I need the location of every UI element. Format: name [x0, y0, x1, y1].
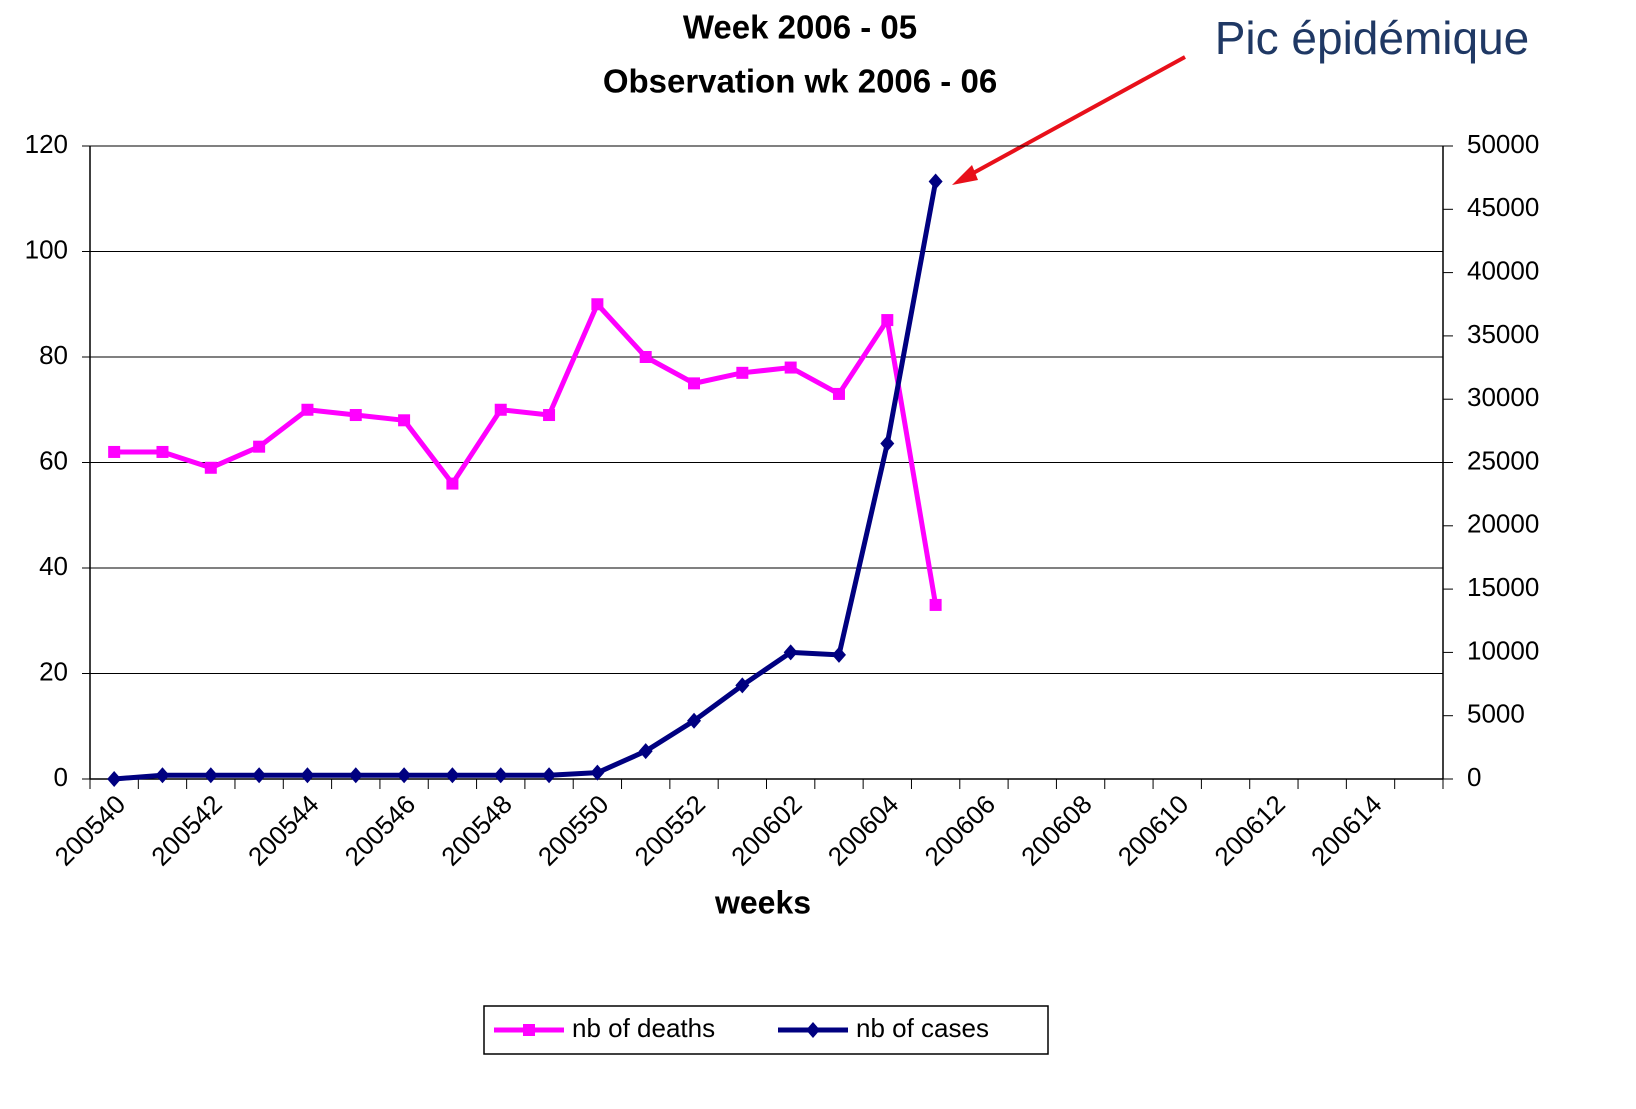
y-tick-label: 0: [54, 762, 68, 792]
legend-marker: [806, 1022, 820, 1038]
y2-tick-label: 50000: [1467, 129, 1539, 159]
y2-tick-label: 45000: [1467, 192, 1539, 222]
data-point: [108, 445, 121, 458]
chart-title: Week 2006 - 05: [683, 9, 917, 46]
data-point: [639, 351, 652, 363]
data-point: [348, 767, 363, 784]
y-tick-label: 60: [39, 445, 68, 475]
data-point: [349, 409, 362, 422]
annotation-arrowhead: [952, 165, 978, 185]
y2-tick-label: 35000: [1467, 319, 1539, 349]
data-point: [107, 771, 122, 787]
y-tick-label: 120: [25, 129, 68, 159]
data-point: [445, 767, 460, 784]
annotation: Pic épidémique: [1215, 12, 1530, 64]
x-tick-label: 200548: [435, 789, 518, 872]
legend-box: [483, 1005, 1049, 1055]
data-point: [591, 298, 604, 311]
annotation-arrow: [965, 55, 1186, 179]
x-tick-label: 200546: [339, 789, 422, 872]
data-point: [783, 644, 798, 661]
series-line: [113, 180, 939, 782]
y-tick-label: 40: [39, 551, 68, 581]
y2-tick-label: 5000: [1467, 699, 1525, 729]
x-tick-label: 200606: [918, 789, 1001, 872]
y2-tick-label: 30000: [1467, 382, 1539, 412]
chart-subtitle: Observation wk 2006 - 06: [603, 63, 997, 100]
y2-tick-label: 0: [1467, 762, 1481, 792]
x-tick-label: 200552: [629, 789, 712, 872]
x-tick-label: 200604: [822, 789, 905, 872]
data-point: [543, 409, 556, 422]
legend-marker: [523, 1024, 535, 1036]
data-point: [638, 743, 653, 760]
y2-tick-label: 40000: [1467, 255, 1539, 285]
data-point: [542, 767, 557, 784]
legend-label: nb of deaths: [572, 1013, 715, 1043]
legend-label: nb of cases: [856, 1013, 989, 1043]
data-point: [301, 403, 314, 416]
data-point: [156, 445, 169, 458]
x-tick-label: 200542: [145, 789, 228, 872]
y2-tick-label: 10000: [1467, 635, 1539, 665]
data-point: [687, 712, 702, 729]
data-point: [688, 377, 701, 390]
y2-tick-label: 15000: [1467, 572, 1539, 602]
y2-tick-label: 20000: [1467, 509, 1539, 539]
data-point: [300, 767, 315, 784]
data-point: [831, 646, 846, 663]
x-axis-title: weeks: [714, 884, 811, 920]
data-point: [493, 767, 508, 784]
x-tick-label: 200614: [1305, 789, 1388, 872]
data-point: [494, 403, 507, 416]
x-tick-label: 200612: [1208, 789, 1291, 872]
data-point: [155, 767, 170, 784]
y-tick-label: 20: [39, 656, 68, 686]
data-point: [735, 677, 750, 694]
data-point: [832, 387, 845, 400]
data-point: [881, 314, 894, 327]
y-tick-label: 80: [39, 340, 68, 370]
data-point: [928, 173, 943, 190]
data-point: [252, 767, 267, 784]
data-point: [880, 435, 895, 452]
data-point: [929, 598, 942, 611]
series-line: [114, 301, 939, 606]
data-point: [784, 361, 797, 374]
data-point: [446, 477, 459, 490]
data-point: [398, 414, 411, 427]
x-tick-label: 200544: [242, 789, 325, 872]
x-tick-label: 200540: [49, 789, 132, 872]
x-tick-label: 200602: [725, 789, 808, 872]
data-point: [397, 767, 412, 784]
data-point: [204, 461, 217, 474]
data-point: [203, 767, 218, 784]
data-point: [736, 366, 749, 379]
data-point: [590, 764, 605, 781]
y2-tick-label: 25000: [1467, 445, 1539, 475]
data-point: [253, 440, 266, 453]
x-tick-label: 200550: [532, 789, 615, 872]
y-tick-label: 100: [25, 234, 68, 264]
x-tick-label: 200608: [1015, 789, 1098, 872]
x-tick-label: 200610: [1112, 789, 1195, 872]
